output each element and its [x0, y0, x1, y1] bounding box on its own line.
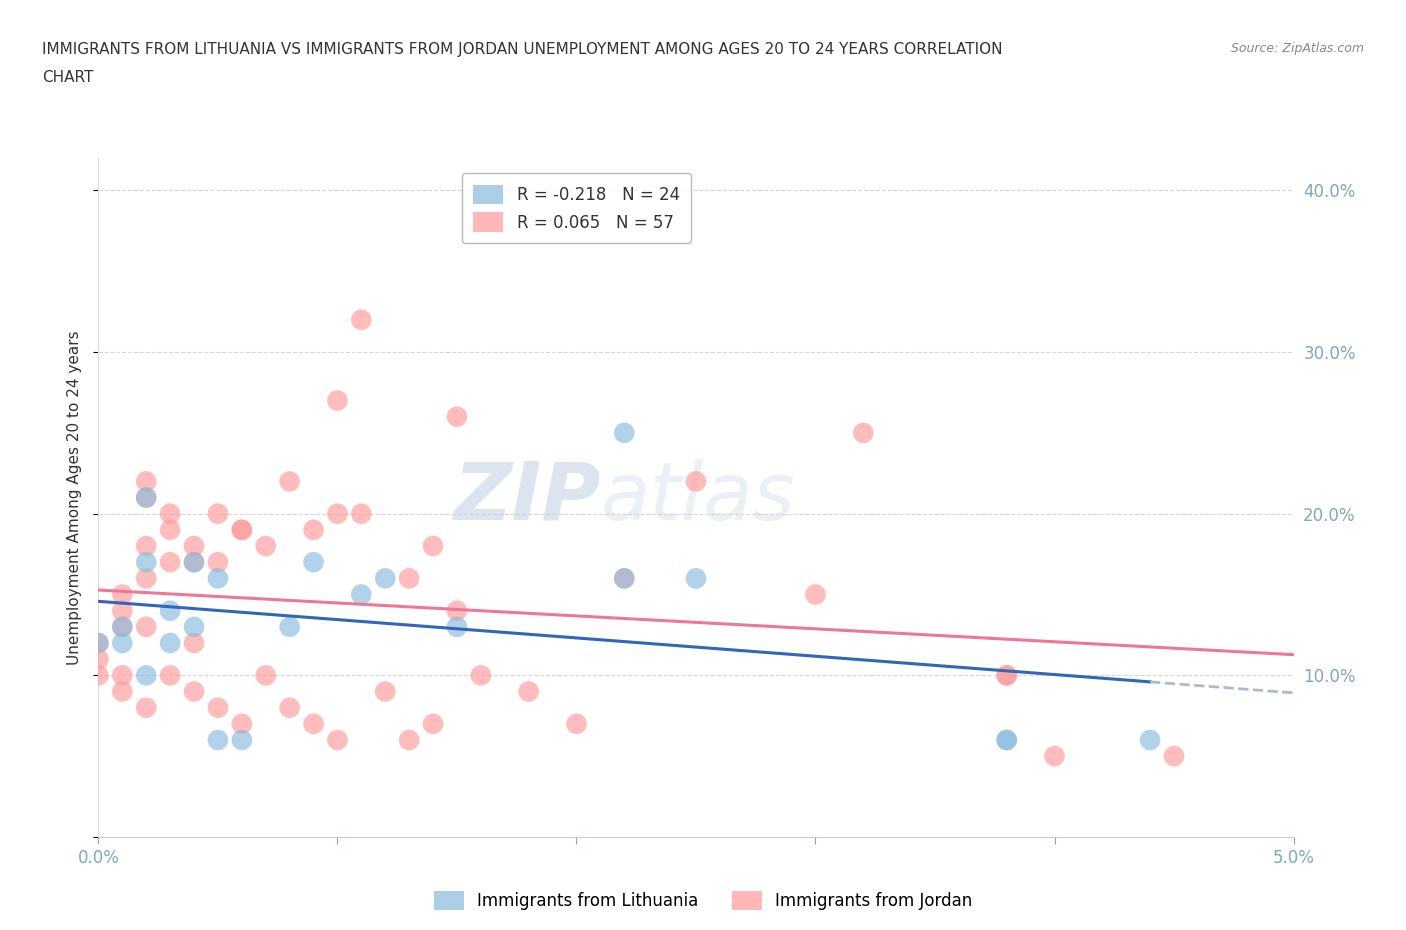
- Point: [254, 538, 277, 553]
- Point: [87, 652, 110, 667]
- Text: CHART: CHART: [42, 70, 94, 85]
- Point: [111, 684, 134, 699]
- Y-axis label: Unemployment Among Ages 20 to 24 years: Unemployment Among Ages 20 to 24 years: [67, 330, 83, 665]
- Point: [159, 668, 181, 683]
- Point: [87, 635, 110, 650]
- Point: [183, 684, 205, 699]
- Point: [613, 571, 636, 586]
- Point: [565, 716, 588, 731]
- Point: [135, 555, 157, 570]
- Point: [135, 490, 157, 505]
- Point: [254, 668, 277, 683]
- Point: [350, 587, 373, 602]
- Point: [159, 523, 181, 538]
- Point: [231, 733, 253, 748]
- Point: [135, 490, 157, 505]
- Point: [183, 635, 205, 650]
- Point: [995, 668, 1018, 683]
- Point: [135, 619, 157, 634]
- Point: [183, 555, 205, 570]
- Text: atlas: atlas: [600, 458, 796, 537]
- Point: [374, 684, 396, 699]
- Point: [446, 619, 468, 634]
- Point: [302, 523, 325, 538]
- Point: [804, 587, 827, 602]
- Point: [135, 700, 157, 715]
- Point: [326, 733, 349, 748]
- Point: [350, 506, 373, 521]
- Point: [613, 571, 636, 586]
- Point: [207, 700, 229, 715]
- Point: [87, 668, 110, 683]
- Point: [852, 425, 875, 440]
- Point: [398, 571, 420, 586]
- Point: [1139, 733, 1161, 748]
- Point: [135, 668, 157, 683]
- Point: [1043, 749, 1066, 764]
- Point: [111, 619, 134, 634]
- Point: [326, 393, 349, 408]
- Legend: R = -0.218   N = 24, R = 0.065   N = 57: R = -0.218 N = 24, R = 0.065 N = 57: [461, 173, 692, 244]
- Point: [207, 733, 229, 748]
- Point: [87, 635, 110, 650]
- Point: [374, 571, 396, 586]
- Point: [159, 635, 181, 650]
- Text: Source: ZipAtlas.com: Source: ZipAtlas.com: [1230, 42, 1364, 55]
- Point: [613, 425, 636, 440]
- Point: [470, 668, 492, 683]
- Point: [231, 523, 253, 538]
- Point: [326, 506, 349, 521]
- Point: [159, 555, 181, 570]
- Point: [350, 312, 373, 327]
- Point: [1163, 749, 1185, 764]
- Point: [159, 506, 181, 521]
- Point: [183, 619, 205, 634]
- Point: [995, 733, 1018, 748]
- Text: IMMIGRANTS FROM LITHUANIA VS IMMIGRANTS FROM JORDAN UNEMPLOYMENT AMONG AGES 20 T: IMMIGRANTS FROM LITHUANIA VS IMMIGRANTS …: [42, 42, 1002, 57]
- Point: [207, 506, 229, 521]
- Point: [517, 684, 540, 699]
- Point: [111, 635, 134, 650]
- Text: ZIP: ZIP: [453, 458, 600, 537]
- Point: [446, 604, 468, 618]
- Point: [183, 555, 205, 570]
- Point: [231, 716, 253, 731]
- Point: [446, 409, 468, 424]
- Point: [995, 668, 1018, 683]
- Point: [111, 619, 134, 634]
- Point: [302, 555, 325, 570]
- Point: [135, 474, 157, 489]
- Point: [278, 619, 301, 634]
- Point: [135, 571, 157, 586]
- Point: [422, 716, 444, 731]
- Point: [159, 604, 181, 618]
- Point: [111, 587, 134, 602]
- Point: [207, 571, 229, 586]
- Point: [207, 555, 229, 570]
- Point: [278, 474, 301, 489]
- Point: [111, 604, 134, 618]
- Legend: Immigrants from Lithuania, Immigrants from Jordan: Immigrants from Lithuania, Immigrants fr…: [427, 884, 979, 917]
- Point: [422, 538, 444, 553]
- Point: [685, 474, 707, 489]
- Point: [995, 733, 1018, 748]
- Point: [135, 538, 157, 553]
- Point: [398, 733, 420, 748]
- Point: [111, 668, 134, 683]
- Point: [278, 700, 301, 715]
- Point: [183, 538, 205, 553]
- Point: [685, 571, 707, 586]
- Point: [231, 523, 253, 538]
- Point: [302, 716, 325, 731]
